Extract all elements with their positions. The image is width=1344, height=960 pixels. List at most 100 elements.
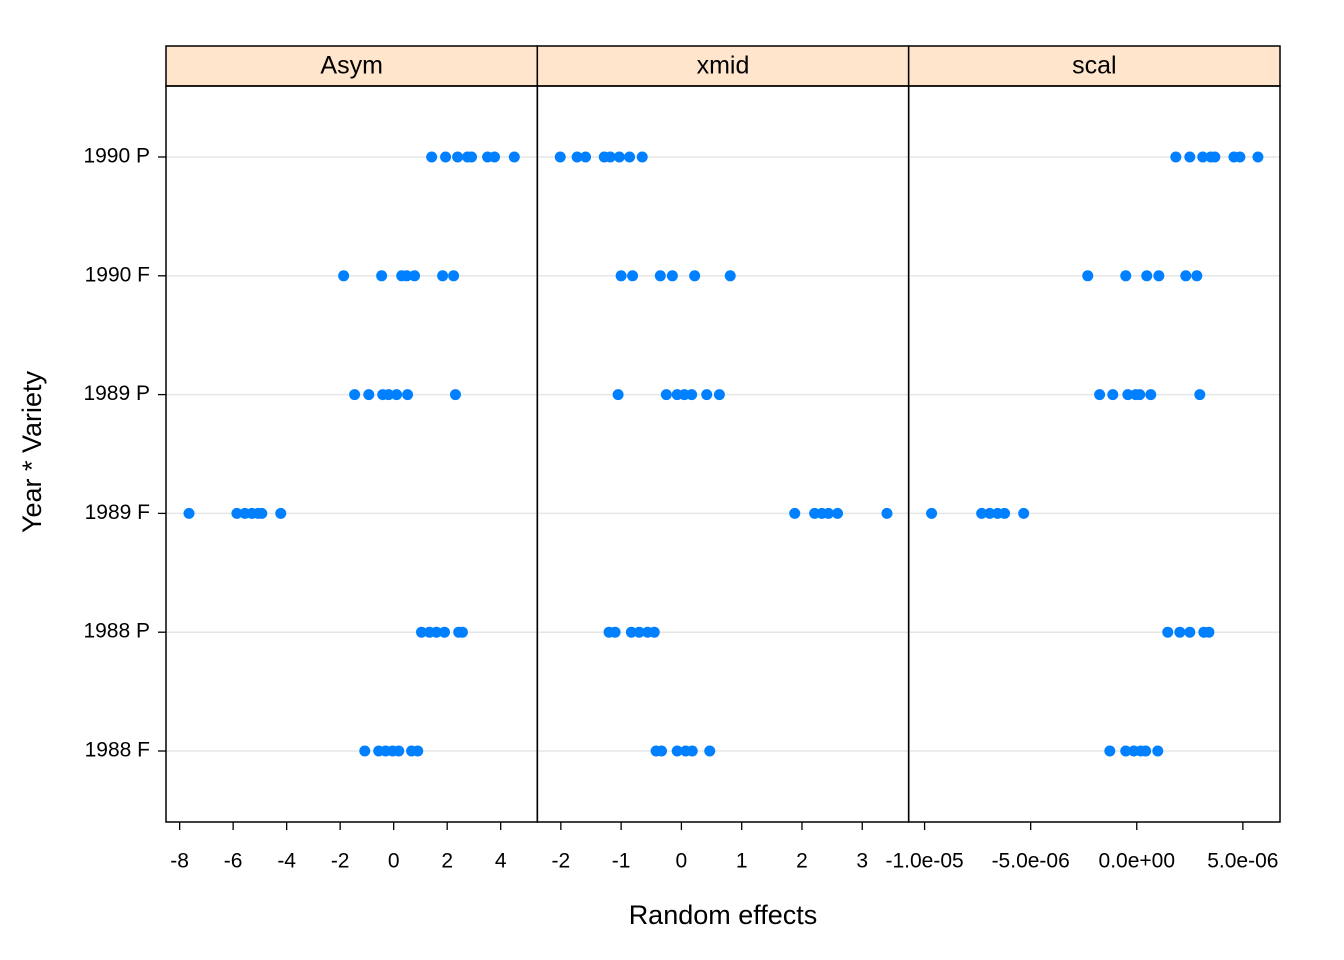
dot	[448, 270, 460, 282]
x-tick-label: -1	[612, 850, 631, 873]
dot	[449, 389, 461, 401]
y-tick-label: 1988 F	[85, 739, 150, 762]
dot	[615, 270, 627, 282]
dot	[713, 389, 725, 401]
dot	[660, 389, 672, 401]
dot	[1141, 270, 1153, 282]
dot	[627, 270, 639, 282]
dot	[789, 507, 801, 519]
dot	[832, 507, 844, 519]
x-tick-label: 2	[796, 850, 808, 873]
dot	[456, 626, 468, 638]
panel-frame	[165, 85, 539, 823]
dot	[1018, 507, 1030, 519]
dot	[976, 507, 988, 519]
dot	[1094, 389, 1106, 401]
x-tick-label: -4	[277, 850, 296, 873]
dot	[1153, 270, 1165, 282]
dot	[415, 626, 427, 638]
x-tick-label: 0	[388, 850, 400, 873]
dot	[1194, 389, 1206, 401]
dot	[633, 626, 645, 638]
dot	[1107, 389, 1119, 401]
x-tick-label: 1	[736, 850, 748, 873]
y-tick-label: 1988 P	[83, 620, 150, 643]
dot	[1180, 270, 1192, 282]
dot	[430, 626, 442, 638]
dot	[409, 270, 421, 282]
x-tick-label: 5.0e-06	[1207, 850, 1278, 873]
dot	[984, 507, 996, 519]
dot	[1197, 151, 1209, 163]
x-tick-label: 3	[856, 850, 868, 873]
dot	[391, 389, 403, 401]
y-tick-label: 1990 F	[85, 263, 150, 286]
dot	[1184, 151, 1196, 163]
panel-title: scal	[1072, 52, 1116, 80]
x-tick-label: -2	[331, 850, 350, 873]
dot	[609, 626, 621, 638]
dot	[452, 151, 464, 163]
dot	[183, 507, 195, 519]
dot	[1191, 270, 1203, 282]
dot	[412, 745, 424, 757]
dot	[1170, 151, 1182, 163]
dot	[1234, 151, 1246, 163]
panel-title: xmid	[697, 52, 750, 80]
dot	[704, 745, 716, 757]
dot	[508, 151, 520, 163]
dot	[654, 270, 666, 282]
y-tick-label: 1989 F	[85, 501, 150, 524]
dot	[1162, 626, 1174, 638]
x-tick-label: -6	[224, 850, 243, 873]
dot	[1122, 389, 1134, 401]
dot	[440, 151, 452, 163]
dot	[1209, 151, 1221, 163]
dot	[1082, 270, 1094, 282]
dot	[612, 389, 624, 401]
x-tick-label: 4	[495, 850, 507, 873]
dot	[256, 507, 268, 519]
dot	[613, 151, 625, 163]
dot	[656, 745, 668, 757]
panel-frame	[907, 85, 1281, 823]
dot	[466, 151, 478, 163]
dot	[604, 151, 616, 163]
dot	[1134, 389, 1146, 401]
dot	[648, 626, 660, 638]
dot	[1104, 745, 1116, 757]
dot	[926, 507, 938, 519]
dot	[275, 507, 287, 519]
dot	[689, 270, 701, 282]
dot	[393, 745, 405, 757]
dot	[1120, 745, 1132, 757]
x-tick-label: -2	[551, 850, 570, 873]
dot	[625, 626, 637, 638]
y-axis-label: Year * Variety	[17, 370, 47, 533]
x-tick-label: -8	[170, 850, 189, 873]
dot	[402, 389, 414, 401]
strip	[907, 45, 1281, 87]
dot	[671, 745, 683, 757]
panel-title: Asym	[320, 52, 383, 80]
dot	[724, 270, 736, 282]
x-tick-label: -5.0e-06	[992, 850, 1070, 873]
x-tick-label: 0	[676, 850, 688, 873]
x-tick-label: 0.0e+00	[1099, 850, 1176, 873]
dot	[1252, 151, 1264, 163]
dot	[1140, 745, 1152, 757]
dot	[686, 745, 698, 757]
dot	[1174, 626, 1186, 638]
dot	[580, 151, 592, 163]
dot	[426, 151, 438, 163]
dot	[489, 151, 501, 163]
dot	[701, 389, 713, 401]
dot	[1152, 745, 1164, 757]
dot	[571, 151, 583, 163]
dot	[349, 389, 361, 401]
y-tick-label: 1989 P	[83, 382, 150, 405]
dot	[383, 389, 395, 401]
dot	[359, 745, 371, 757]
dot	[439, 626, 450, 638]
dot	[881, 507, 893, 519]
